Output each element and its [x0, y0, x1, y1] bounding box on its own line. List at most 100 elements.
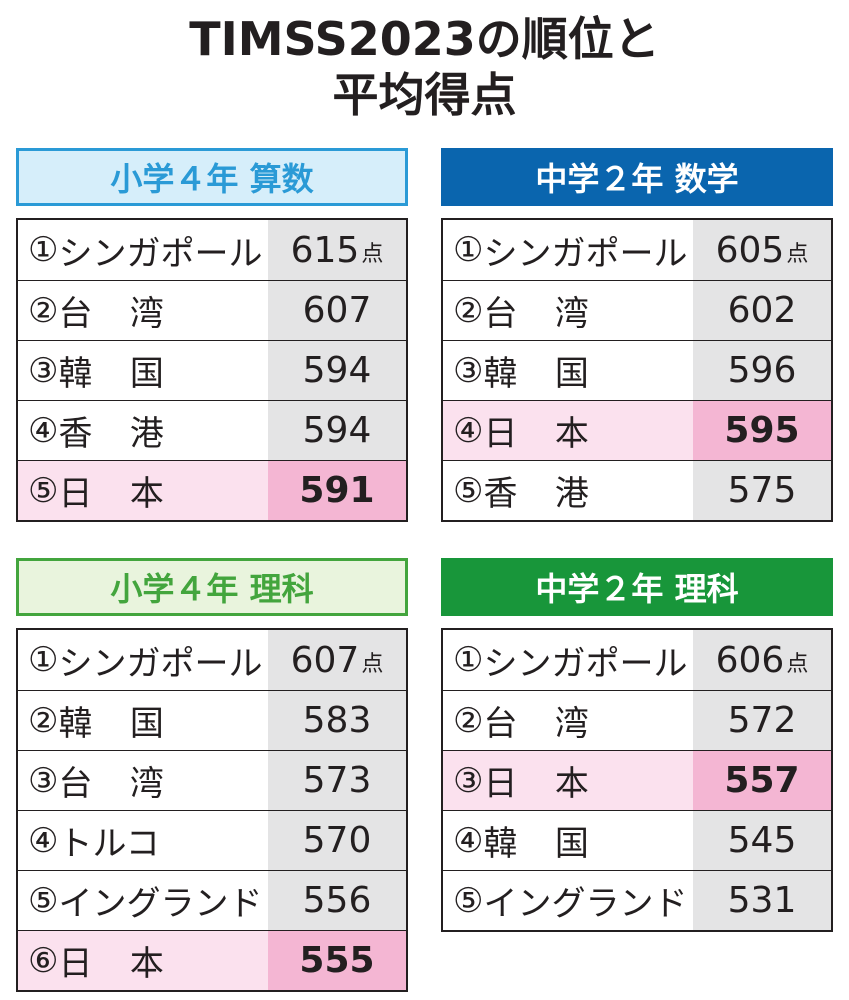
table-row: ⑤ 香港 575: [443, 460, 831, 520]
table-row: ③ 台湾 573: [18, 750, 406, 810]
rank-label: ③: [453, 350, 484, 391]
country-cell: ④ 日本: [443, 401, 693, 460]
country-name: 韓国: [483, 354, 627, 394]
table-row: ④ トルコ 570: [18, 810, 406, 870]
score-cell: 606 点: [693, 630, 831, 690]
table-row: ③ 日本 557: [443, 750, 831, 810]
score-value: 606: [715, 639, 785, 681]
score-value: 594: [302, 350, 372, 391]
score-value: 595: [724, 410, 800, 451]
score-cell: 583: [268, 691, 406, 750]
score-value: 570: [302, 820, 372, 861]
score-cell: 602: [693, 281, 831, 340]
rank-label: ①: [453, 640, 484, 680]
panel-elementary-science: 小学４年 理科 ① シンガポール 607 点 ② 韓国 583 ③ 台湾 573 ④ トルコ 570 ⑤ イ…: [16, 558, 408, 992]
score-cell: 531: [693, 871, 831, 930]
score-value: 575: [727, 470, 797, 511]
country-cell: ⑤ イングランド: [18, 871, 268, 930]
score-cell: 615 点: [268, 220, 406, 280]
rank-label: ①: [28, 640, 59, 680]
rank-label: ⑤: [28, 470, 59, 511]
country-cell: ① シンガポール: [443, 220, 693, 280]
country-name: 日本: [483, 764, 627, 804]
country-cell: ⑥ 日本: [18, 931, 268, 990]
rank-label: ③: [453, 760, 484, 801]
country-cell: ① シンガポール: [18, 220, 268, 280]
country-cell: ⑤ イングランド: [443, 871, 693, 930]
rank-label: ②: [28, 290, 59, 331]
country-cell: ⑤ 香港: [443, 461, 693, 520]
table-row: ⑥ 日本 555: [18, 930, 406, 990]
score-cell: 573: [268, 751, 406, 810]
table-row: ② 台湾 572: [443, 690, 831, 750]
rank-label: ⑥: [28, 940, 59, 981]
ranking-table: ① シンガポール 606 点 ② 台湾 572 ③ 日本 557 ④ 韓国 545 ⑤ イングランド 531: [441, 628, 833, 932]
rank-label: ④: [453, 820, 484, 861]
score-cell: 555: [268, 931, 406, 990]
country-name: シンガポール: [483, 643, 688, 684]
score-cell: 596: [693, 341, 831, 400]
table-row: ① シンガポール 615 点: [18, 220, 406, 280]
country-name: 日本: [483, 414, 627, 454]
score-cell: 595: [693, 401, 831, 460]
score-cell: 594: [268, 401, 406, 460]
country-name: イングランド: [58, 884, 263, 924]
country-name: 韓国: [58, 354, 202, 394]
score-cell: 575: [693, 461, 831, 520]
score-value: 607: [290, 639, 360, 681]
table-row: ⑤ イングランド 531: [443, 870, 831, 930]
country-name: 香港: [58, 414, 202, 454]
table-row: ④ 日本 595: [443, 400, 831, 460]
country-cell: ③ 台湾: [18, 751, 268, 810]
table-row: ③ 韓国 594: [18, 340, 406, 400]
ranking-table: ① シンガポール 615 点 ② 台湾 607 ③ 韓国 594 ④ 香港 594 ⑤ 日本 591: [16, 218, 408, 522]
country-name: イングランド: [483, 884, 688, 924]
score-value: 556: [302, 880, 372, 921]
country-name: トルコ: [58, 824, 160, 864]
score-unit: 点: [786, 652, 809, 677]
panel-elementary-math: 小学４年 算数 ① シンガポール 615 点 ② 台湾 607 ③ 韓国 594 ④ 香港 594 ⑤ 日本…: [16, 148, 408, 522]
panel-header: 小学４年 算数: [16, 148, 408, 206]
rank-label: ④: [453, 410, 484, 451]
country-name: シンガポール: [58, 643, 263, 684]
country-cell: ④ トルコ: [18, 811, 268, 870]
score-cell: 572: [693, 691, 831, 750]
score-cell: 605 点: [693, 220, 831, 280]
country-cell: ② 韓国: [18, 691, 268, 750]
table-row: ④ 韓国 545: [443, 810, 831, 870]
rank-label: ②: [453, 700, 484, 741]
panel-header: 中学２年 理科: [441, 558, 833, 616]
score-unit: 点: [361, 652, 384, 677]
country-name: 台湾: [483, 704, 627, 744]
table-row: ① シンガポール 606 点: [443, 630, 831, 690]
country-name: 韓国: [483, 824, 627, 864]
panel-junior-high-math: 中学２年 数学 ① シンガポール 605 点 ② 台湾 602 ③ 韓国 596 ④ 日本 595 ⑤ 香港…: [441, 148, 833, 522]
rank-label: ④: [28, 410, 59, 451]
score-cell: 545: [693, 811, 831, 870]
score-value: 557: [724, 760, 800, 801]
score-cell: 591: [268, 461, 406, 520]
score-value: 545: [727, 820, 797, 861]
table-row: ① シンガポール 605 点: [443, 220, 831, 280]
ranking-table: ① シンガポール 605 点 ② 台湾 602 ③ 韓国 596 ④ 日本 595 ⑤ 香港 575: [441, 218, 833, 522]
country-cell: ② 台湾: [18, 281, 268, 340]
ranking-table: ① シンガポール 607 点 ② 韓国 583 ③ 台湾 573 ④ トルコ 570 ⑤ イングランド 556…: [16, 628, 408, 992]
country-cell: ① シンガポール: [443, 630, 693, 690]
panel-header: 中学２年 数学: [441, 148, 833, 206]
country-name: 台湾: [483, 294, 627, 334]
panel-junior-high-science: 中学２年 理科 ① シンガポール 606 点 ② 台湾 572 ③ 日本 557 ④ 韓国 545 ⑤ イン…: [441, 558, 833, 932]
score-cell: 557: [693, 751, 831, 810]
score-value: 555: [299, 940, 375, 981]
country-cell: ⑤ 日本: [18, 461, 268, 520]
table-row: ④ 香港 594: [18, 400, 406, 460]
page-title-line1: TIMSS2023の順位と: [189, 12, 660, 66]
country-cell: ③ 日本: [443, 751, 693, 810]
country-cell: ③ 韓国: [18, 341, 268, 400]
country-name: 韓国: [58, 704, 202, 744]
country-name: 日本: [58, 474, 202, 514]
score-unit: 点: [786, 242, 809, 267]
panel-header: 小学４年 理科: [16, 558, 408, 616]
country-name: 台湾: [58, 294, 202, 334]
country-cell: ② 台湾: [443, 691, 693, 750]
country-name: 台湾: [58, 764, 202, 804]
